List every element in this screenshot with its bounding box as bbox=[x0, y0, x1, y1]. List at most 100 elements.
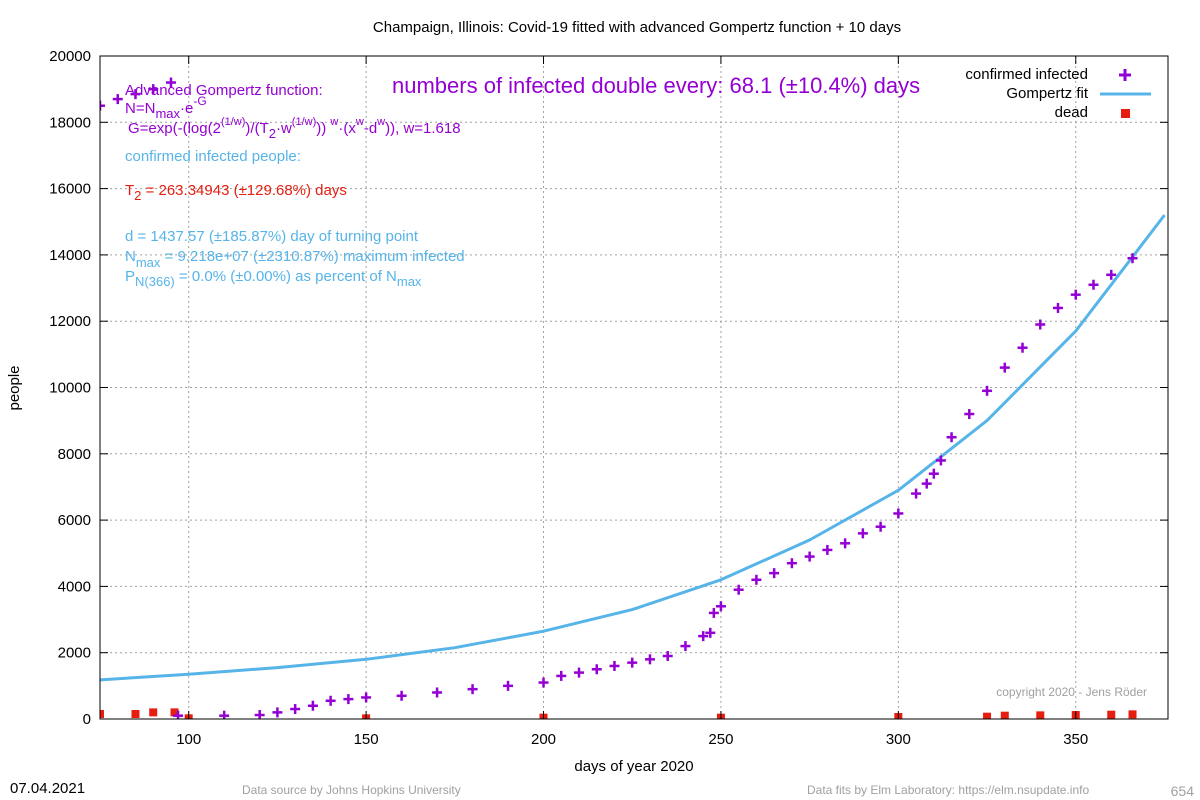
confirmed-point bbox=[627, 657, 638, 668]
confirmed-point bbox=[680, 641, 691, 652]
dead-point bbox=[983, 712, 992, 719]
confirmed-point bbox=[1088, 279, 1099, 290]
nmax-b: = 9.218e+07 (±2310.87%) maximum infected bbox=[160, 248, 464, 265]
confirmed-point bbox=[964, 409, 975, 420]
dead-point bbox=[131, 710, 140, 719]
confirmed-point bbox=[857, 528, 868, 539]
confirmed-point bbox=[921, 478, 932, 489]
confirmed-point bbox=[307, 700, 318, 711]
footer-code: 654 bbox=[1171, 783, 1195, 799]
confirmed-point bbox=[715, 601, 726, 612]
y-tick-label: 12000 bbox=[49, 313, 91, 330]
confirmed-point bbox=[148, 84, 159, 95]
confirmed-point bbox=[1053, 302, 1064, 313]
y-tick-label: 18000 bbox=[49, 114, 91, 131]
y-tick-label: 6000 bbox=[58, 512, 91, 529]
dead-point bbox=[1128, 710, 1137, 719]
g-eq-sup1: (1/w) bbox=[221, 116, 245, 128]
y-axis-label: people bbox=[6, 365, 23, 410]
p-a: P bbox=[125, 268, 135, 285]
confirmed-point bbox=[556, 670, 567, 681]
confirmed-point bbox=[100, 100, 105, 111]
y-tick-label: 0 bbox=[83, 711, 91, 728]
g-eq-e: ·(x bbox=[338, 120, 356, 137]
confirmed-point bbox=[928, 468, 939, 479]
g-eq-d: )) bbox=[316, 120, 330, 137]
g-eq-sub1: 2 bbox=[269, 126, 276, 141]
legend-symbol-dead bbox=[1121, 109, 1130, 118]
confirmed-point bbox=[574, 667, 585, 678]
n-eq-sub: max bbox=[155, 106, 180, 121]
nmax-annotation: Nmax = 9.218e+07 (±2310.87%) maximum inf… bbox=[125, 248, 465, 270]
p-sub1: N(366) bbox=[135, 274, 175, 289]
confirmed-point bbox=[130, 89, 141, 100]
confirmed-point bbox=[503, 680, 514, 691]
dead-point bbox=[149, 708, 158, 717]
n-eq-a: N=N bbox=[125, 100, 155, 117]
confirmed-point bbox=[591, 664, 602, 675]
y-tick-label: 4000 bbox=[58, 578, 91, 595]
g-eq-a: G=exp(-(log(2 bbox=[128, 120, 221, 137]
tick-layer: 100 150 200 250 300 350 0 2000 4000 6000 8000 10000… bbox=[49, 48, 1168, 748]
confirmed-point bbox=[698, 631, 709, 642]
fit-line bbox=[100, 214, 1166, 682]
dead-point bbox=[1000, 711, 1009, 719]
g-eq-f: -d bbox=[364, 120, 377, 137]
g-eq-sup5: w bbox=[376, 116, 385, 128]
confirmed-point bbox=[935, 455, 946, 466]
g-eq-sup3: w bbox=[329, 116, 338, 128]
y-tick-label: 14000 bbox=[49, 247, 91, 264]
n-equation: N=Nmax·e-G bbox=[125, 94, 207, 121]
turning-point-annotation: d = 1437.57 (±185.87%) day of turning po… bbox=[125, 228, 419, 245]
confirmed-point bbox=[396, 690, 407, 701]
p-b: = 0.0% (±0.00%) as percent of N bbox=[175, 268, 397, 285]
g-eq-g: )), w=1.618 bbox=[385, 120, 460, 137]
confirmed-point bbox=[432, 687, 443, 698]
nmax-a: N bbox=[125, 248, 136, 265]
dead-point bbox=[100, 710, 104, 719]
t2-sub: 2 bbox=[134, 188, 141, 203]
x-tick-label: 100 bbox=[176, 731, 201, 748]
confirmed-point bbox=[290, 704, 301, 715]
confirmed-point bbox=[361, 692, 372, 703]
g-equation: G=exp(-(log(2(1/w))/(T2·w(1/w))) w·(xw-d… bbox=[128, 116, 461, 141]
confirmed-point bbox=[325, 695, 336, 706]
confirmed-point bbox=[343, 694, 354, 705]
dead-point bbox=[170, 708, 179, 717]
series-layer bbox=[100, 77, 1166, 719]
legend-label-confirmed: confirmed infected bbox=[965, 66, 1088, 83]
confirmed-point bbox=[893, 508, 904, 519]
confirmed-point bbox=[708, 607, 719, 618]
percent-annotation: PN(366) = 0.0% (±0.00%) as percent of Nm… bbox=[125, 268, 422, 289]
t2-annotation: T2 = 263.34943 (±129.68%) days bbox=[125, 182, 347, 203]
p-sub2: max bbox=[397, 274, 422, 289]
footer-source: Data source by Johns Hopkins University bbox=[242, 783, 461, 797]
confirmed-point bbox=[1127, 253, 1138, 264]
confirmed-people-label: confirmed infected people: bbox=[125, 148, 301, 165]
g-eq-sup4: w bbox=[355, 116, 364, 128]
confirmed-point bbox=[112, 94, 123, 105]
legend: confirmed infected Gompertz fit dead bbox=[965, 66, 1151, 121]
x-tick-label: 350 bbox=[1063, 731, 1088, 748]
confirmed-point bbox=[165, 77, 176, 88]
x-axis-label: days of year 2020 bbox=[574, 758, 693, 775]
confirmed-point bbox=[609, 660, 620, 671]
legend-symbol-confirmed bbox=[1119, 69, 1131, 81]
confirmed-point bbox=[733, 584, 744, 595]
g-eq-sup2: (1/w) bbox=[292, 116, 316, 128]
grid bbox=[100, 56, 1168, 719]
confirmed-point bbox=[1106, 269, 1117, 280]
confirmed-point bbox=[467, 684, 478, 695]
x-tick-label: 150 bbox=[354, 731, 379, 748]
gompertz-title-annotation: Advanced Gompertz function: bbox=[125, 82, 323, 99]
doubling-annotation: numbers of infected double every: 68.1 (… bbox=[392, 73, 920, 98]
confirmed-point bbox=[272, 707, 283, 718]
t2-b: = 263.34943 (±129.68%) days bbox=[141, 182, 346, 199]
confirmed-point bbox=[786, 558, 797, 569]
confirmed-point bbox=[662, 651, 673, 662]
x-tick-label: 300 bbox=[886, 731, 911, 748]
confirmed-point bbox=[822, 544, 833, 555]
confirmed-point bbox=[769, 568, 780, 579]
confirmed-point bbox=[875, 521, 886, 532]
